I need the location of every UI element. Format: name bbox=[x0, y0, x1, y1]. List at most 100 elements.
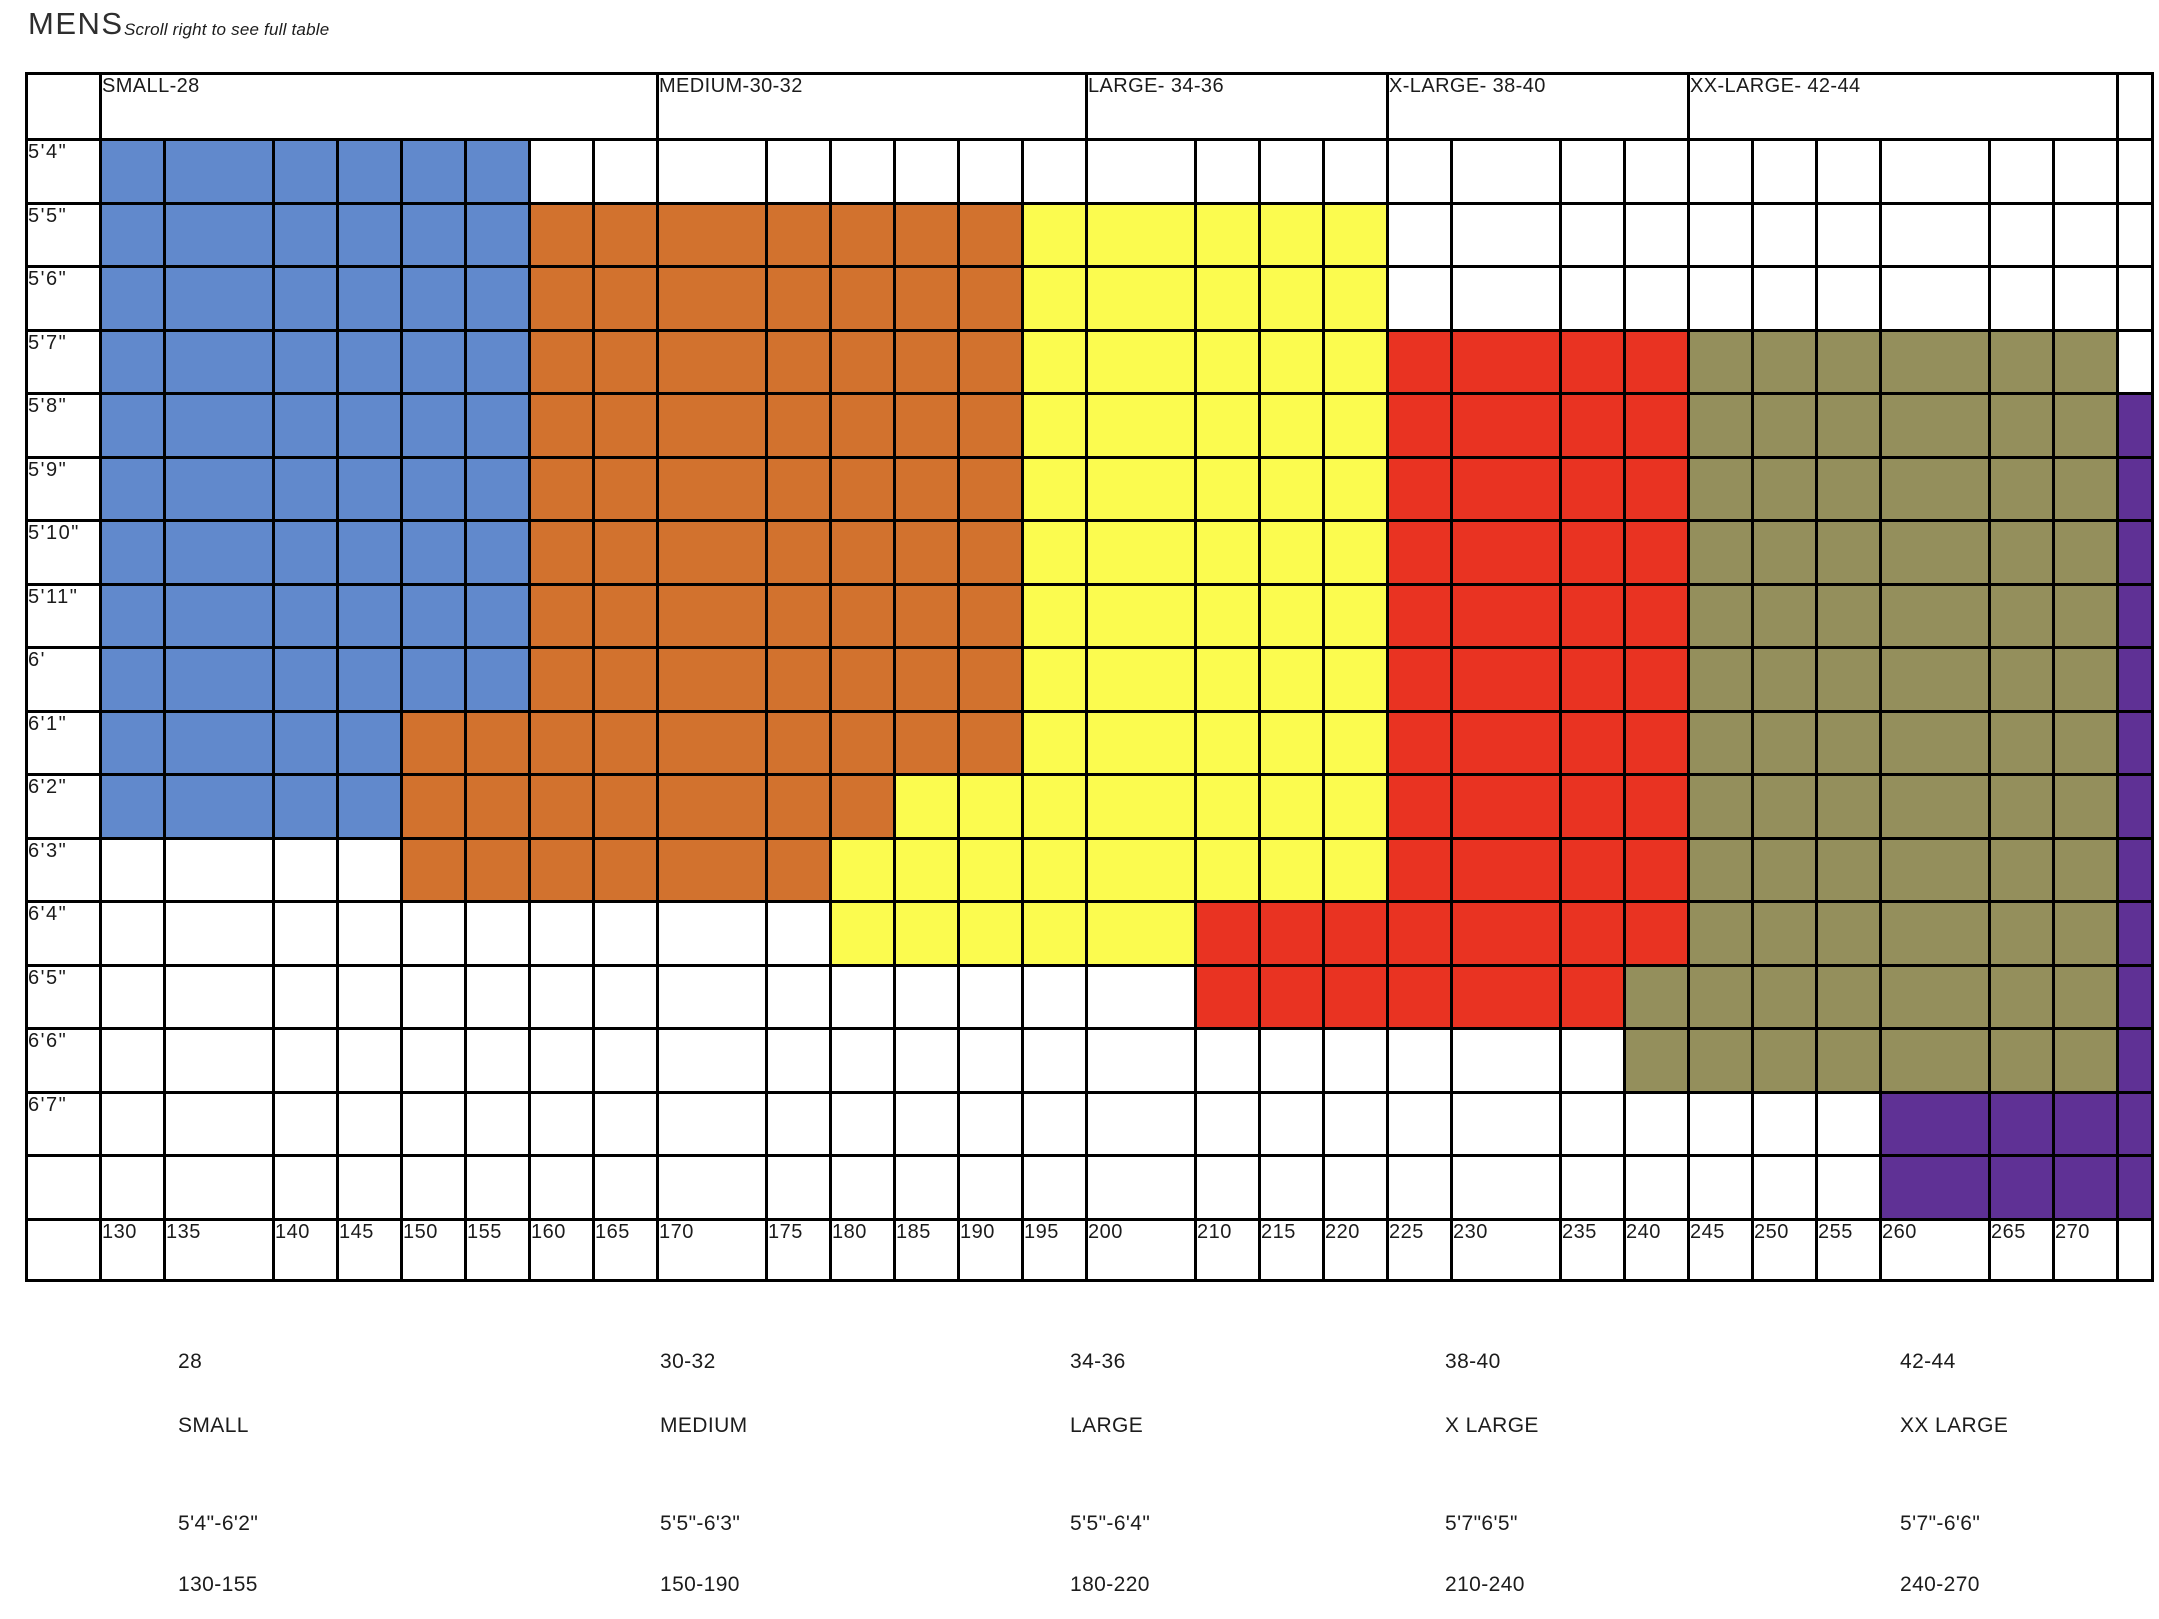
grid-cell bbox=[1021, 646, 1088, 713]
grid-cell bbox=[957, 201, 1024, 268]
size-group-header: MEDIUM-30-32 bbox=[656, 72, 1088, 141]
grid-cell bbox=[1687, 900, 1754, 967]
grid-cell bbox=[957, 138, 1024, 205]
grid-cell bbox=[528, 328, 595, 395]
grid-cell bbox=[1751, 1027, 1818, 1094]
grid-cell bbox=[272, 773, 339, 840]
grid-cell bbox=[592, 1154, 659, 1221]
grid-cell bbox=[1450, 1090, 1562, 1157]
grid-cell bbox=[1623, 519, 1690, 586]
grid-cell bbox=[464, 709, 531, 776]
grid-cell bbox=[163, 582, 275, 649]
grid-cell bbox=[464, 1027, 531, 1094]
grid-cell bbox=[528, 138, 595, 205]
weight-label: 175 bbox=[765, 1217, 832, 1282]
grid-cell bbox=[957, 900, 1024, 967]
grid-cell bbox=[1559, 773, 1626, 840]
grid-cell bbox=[1085, 646, 1197, 713]
grid-cell bbox=[656, 963, 768, 1030]
grid-cell bbox=[592, 773, 659, 840]
grid-cell bbox=[1559, 1154, 1626, 1221]
overflow-strip-cell bbox=[2116, 900, 2154, 967]
grid-cell bbox=[1687, 201, 1754, 268]
corner-cell bbox=[25, 72, 102, 141]
grid-cell bbox=[1085, 201, 1197, 268]
grid-cell bbox=[464, 1090, 531, 1157]
grid-cell bbox=[957, 646, 1024, 713]
grid-cell bbox=[1258, 963, 1325, 1030]
grid-cell bbox=[163, 646, 275, 713]
weight-label: 130 bbox=[99, 1217, 166, 1282]
grid-cell bbox=[1751, 328, 1818, 395]
summary-size: 28 bbox=[178, 1350, 203, 1373]
grid-cell bbox=[893, 519, 960, 586]
grid-cell bbox=[1751, 201, 1818, 268]
grid-cell bbox=[1450, 519, 1562, 586]
summary-size: 38-40 bbox=[1445, 1350, 1501, 1373]
grid-cell bbox=[1258, 265, 1325, 332]
grid-cell bbox=[1879, 963, 1991, 1030]
grid-cell bbox=[1450, 1154, 1562, 1221]
grid-cell bbox=[592, 900, 659, 967]
grid-cell bbox=[1988, 455, 2055, 522]
grid-cell bbox=[1879, 1090, 1991, 1157]
grid-cell bbox=[1559, 836, 1626, 903]
grid-cell bbox=[400, 709, 467, 776]
grid-cell bbox=[1988, 1154, 2055, 1221]
grid-cell bbox=[1559, 455, 1626, 522]
grid-cell bbox=[464, 201, 531, 268]
grid-cell bbox=[336, 709, 403, 776]
grid-cell bbox=[336, 900, 403, 967]
row-label: 6'7" bbox=[25, 1090, 102, 1157]
grid-cell bbox=[1322, 963, 1389, 1030]
grid-cell bbox=[1751, 773, 1818, 840]
grid-cell bbox=[1085, 709, 1197, 776]
table-row: 5'9" bbox=[25, 455, 2154, 522]
grid-cell bbox=[2052, 773, 2119, 840]
grid-cell bbox=[99, 455, 166, 522]
table-row: 5'7" bbox=[25, 328, 2154, 395]
grid-cell bbox=[464, 963, 531, 1030]
scroll-note: Scroll right to see full table bbox=[124, 20, 330, 39]
row-label: 5'10" bbox=[25, 519, 102, 586]
grid-cell bbox=[272, 1154, 339, 1221]
grid-cell bbox=[765, 1090, 832, 1157]
grid-cell bbox=[464, 1154, 531, 1221]
grid-cell bbox=[656, 709, 768, 776]
grid-cell bbox=[1258, 392, 1325, 459]
grid-cell bbox=[1988, 138, 2055, 205]
grid-cell bbox=[336, 1154, 403, 1221]
summary-size-name: LARGE bbox=[1070, 1414, 1144, 1437]
grid-cell bbox=[99, 1027, 166, 1094]
grid-cell bbox=[336, 836, 403, 903]
grid-cell bbox=[1687, 773, 1754, 840]
grid-cell bbox=[1450, 582, 1562, 649]
grid-cell bbox=[464, 900, 531, 967]
grid-cell bbox=[272, 963, 339, 1030]
grid-cell bbox=[957, 582, 1024, 649]
grid-cell bbox=[464, 265, 531, 332]
grid-cell bbox=[1687, 138, 1754, 205]
grid-cell bbox=[1322, 138, 1389, 205]
grid-cell bbox=[1194, 836, 1261, 903]
grid-cell bbox=[765, 900, 832, 967]
grid-cell bbox=[400, 646, 467, 713]
grid-cell bbox=[336, 963, 403, 1030]
grid-cell bbox=[336, 265, 403, 332]
size-chart-scroll-region[interactable]: SMALL-28 MEDIUM-30-32 LARGE- 34-36 X-LARGE-… bbox=[25, 72, 2154, 1282]
grid-cell bbox=[1322, 1027, 1389, 1094]
overflow-strip-cell bbox=[2116, 138, 2154, 205]
grid-cell bbox=[1021, 1154, 1088, 1221]
grid-cell bbox=[1258, 519, 1325, 586]
summary-height-range: 5'5"-6'3" bbox=[660, 1512, 741, 1535]
grid-cell bbox=[893, 201, 960, 268]
grid-cell bbox=[464, 582, 531, 649]
row-label: 5'6" bbox=[25, 265, 102, 332]
grid-cell bbox=[765, 773, 832, 840]
grid-cell bbox=[272, 582, 339, 649]
grid-cell bbox=[272, 709, 339, 776]
grid-cell bbox=[1751, 836, 1818, 903]
grid-cell bbox=[336, 1027, 403, 1094]
grid-cell bbox=[1687, 646, 1754, 713]
grid-cell bbox=[957, 455, 1024, 522]
